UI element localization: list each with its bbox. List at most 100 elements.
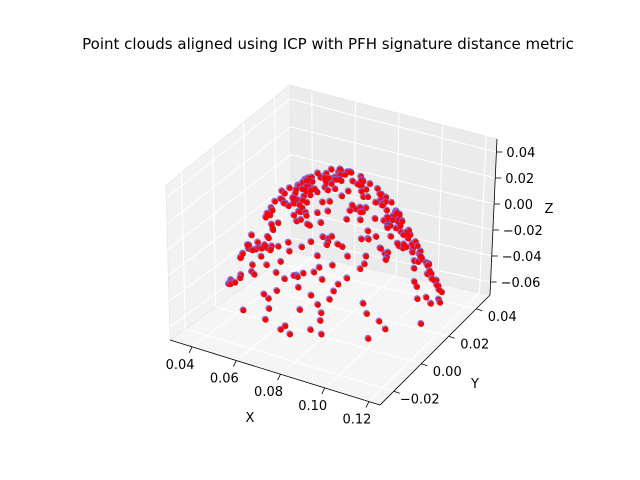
x-tick	[188, 346, 193, 354]
aligned-point	[316, 264, 323, 271]
aligned-point	[428, 301, 434, 307]
aligned-point	[376, 318, 383, 325]
y-tick-label: −0.02	[400, 392, 440, 407]
aligned-point	[337, 166, 344, 173]
aligned-point	[414, 296, 421, 303]
aligned-point	[278, 259, 284, 265]
y-tick-label: 0.00	[433, 365, 462, 380]
aligned-point	[270, 207, 276, 214]
aligned-point	[290, 195, 297, 201]
aligned-point	[269, 221, 275, 228]
aligned-point	[411, 265, 418, 272]
aligned-point	[262, 317, 269, 323]
aligned-point	[282, 191, 288, 197]
y-tick	[448, 335, 455, 339]
aligned-point	[293, 187, 300, 193]
aligned-point	[339, 193, 346, 200]
aligned-point	[308, 327, 314, 333]
x-tick	[365, 401, 370, 408]
aligned-point	[358, 209, 364, 216]
aligned-point	[308, 239, 315, 245]
aligned-point	[437, 300, 444, 306]
point-cloud	[225, 165, 445, 342]
aligned-point	[364, 311, 370, 317]
x-gridline-floor	[191, 256, 314, 348]
aligned-point	[273, 270, 280, 276]
aligned-point	[328, 166, 335, 173]
aligned-point	[295, 274, 301, 281]
aligned-point	[237, 255, 244, 262]
aligned-point	[245, 242, 251, 249]
x-tick-label: 0.12	[342, 413, 371, 428]
aligned-point	[388, 233, 394, 240]
z-axis-label: Z	[545, 202, 554, 217]
aligned-point	[345, 188, 352, 195]
aligned-point	[365, 228, 372, 235]
aligned-point	[365, 194, 372, 201]
aligned-point	[312, 186, 318, 193]
aligned-point	[258, 254, 265, 260]
x-gridline-back	[437, 124, 444, 284]
aligned-point	[265, 234, 271, 240]
aligned-point	[363, 187, 370, 193]
aligned-point	[411, 279, 418, 285]
aligned-point	[296, 209, 302, 215]
aligned-point	[366, 236, 372, 243]
z-tick-label: −0.06	[501, 276, 541, 291]
aligned-point	[318, 220, 325, 226]
aligned-point	[373, 234, 380, 240]
y-gridline-floor	[185, 328, 394, 392]
aligned-point	[389, 200, 395, 206]
aligned-point	[367, 181, 374, 187]
aligned-point	[397, 223, 404, 229]
y-gridline-left	[181, 172, 186, 330]
aligned-point	[329, 262, 336, 269]
y-gridline-floor	[246, 284, 449, 337]
x-tick-label: 0.06	[210, 372, 239, 387]
z-axis-line	[489, 138, 498, 296]
aligned-point	[305, 221, 311, 228]
x-gridline-floor	[280, 274, 397, 375]
aligned-point	[270, 226, 277, 232]
aligned-point	[304, 213, 310, 219]
aligned-point	[318, 310, 325, 317]
aligned-point	[394, 240, 401, 247]
aligned-point	[300, 270, 307, 277]
aligned-point	[379, 202, 386, 209]
aligned-point	[377, 191, 383, 198]
x-tick-label: 0.08	[254, 385, 283, 400]
aligned-point	[345, 253, 351, 260]
x-gridline-floor	[368, 292, 480, 402]
aligned-point	[320, 199, 326, 206]
aligned-point	[249, 232, 255, 239]
aligned-point	[355, 181, 361, 188]
aligned-point	[335, 281, 342, 288]
aligned-point	[344, 275, 351, 282]
aligned-point	[342, 172, 349, 178]
aligned-point	[275, 220, 282, 227]
aligned-point	[249, 247, 256, 254]
aligned-point	[250, 262, 256, 268]
aligned-point	[436, 287, 443, 293]
aligned-point	[268, 246, 274, 253]
aligned-point	[429, 276, 436, 282]
y-tick	[393, 390, 400, 394]
x-axis-line	[169, 339, 381, 406]
aligned-point	[296, 202, 303, 208]
z-gridline-left	[167, 154, 292, 250]
aligned-point	[325, 208, 332, 215]
aligned-point	[266, 296, 272, 302]
aligned-point	[347, 208, 354, 214]
aligned-point	[327, 199, 333, 205]
aligned-point	[262, 242, 268, 249]
aligned-point	[384, 207, 390, 214]
aligned-point	[344, 216, 350, 223]
x-gridline-floor	[236, 265, 355, 361]
aligned-point	[324, 242, 330, 249]
y-gridline-left	[212, 147, 217, 308]
aligned-point	[319, 277, 326, 283]
z-gridline-left	[166, 98, 291, 199]
aligned-point	[357, 217, 364, 224]
aligned-point	[325, 187, 331, 194]
